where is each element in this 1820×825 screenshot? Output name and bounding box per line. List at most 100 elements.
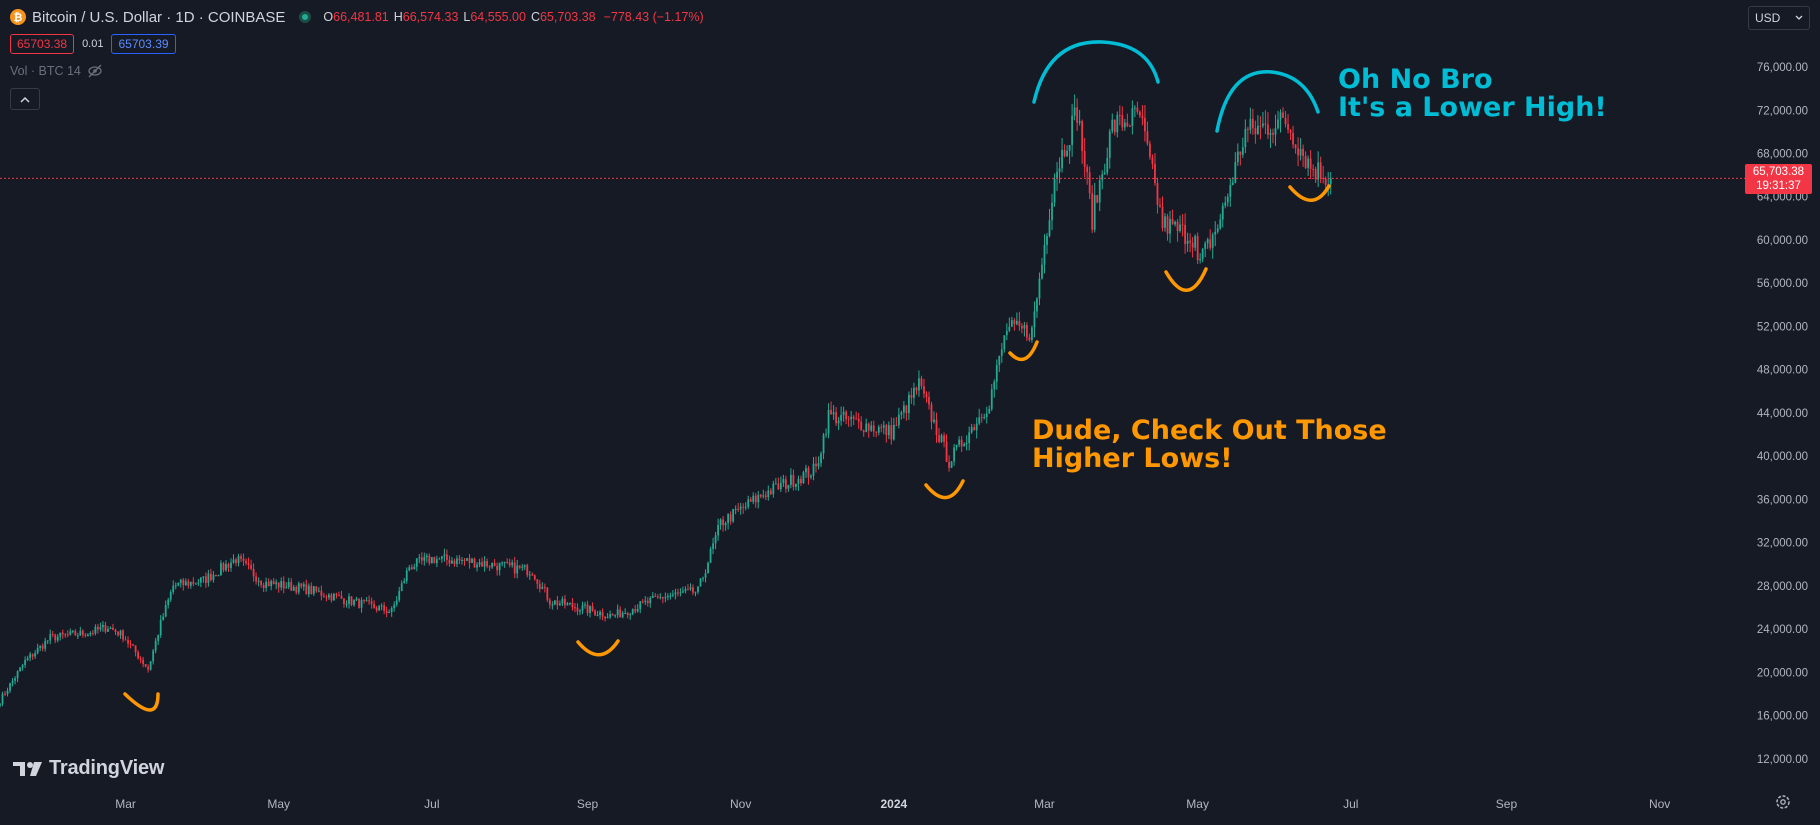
candle-body [69,631,72,635]
candle-body [1141,115,1144,118]
candle-body [272,581,275,585]
currency-button[interactable]: USD [1748,6,1810,30]
candle-body [1156,183,1159,205]
candle-body [498,562,501,571]
symbol-header[interactable]: ₿ Bitcoin / U.S. Dollar · 1D · COINBASE … [10,7,704,27]
candle-body [546,587,549,600]
candle-body [983,416,986,418]
candle-body [124,639,127,641]
candle-body [574,607,576,609]
candle-body [631,609,634,615]
candle-body [749,499,752,502]
candle-body [252,568,255,577]
candle-body [870,425,873,431]
candle-body [262,585,265,588]
candle-body [920,378,923,387]
candle-body [925,393,928,398]
gear-icon[interactable] [1774,793,1792,811]
bitcoin-icon: ₿ [10,9,26,25]
price-axis[interactable]: 12,000.00 16,000.00 20,000.00 24,000.00 28,0… [1745,0,1820,825]
candle-body [1221,205,1224,220]
candle-body [1219,219,1222,229]
candle-body [142,659,145,665]
candle-body [880,426,883,428]
candle-body [345,603,348,605]
candle-body [448,559,451,564]
candle-body [820,453,822,464]
time-tick-label: Mar [115,797,136,811]
candle-body [1269,132,1272,135]
sell-price-button[interactable]: 65703.38 [10,34,75,54]
candle-body [440,556,443,559]
higher-low-arc-2 [576,639,620,657]
candle-body [147,666,150,670]
candle-body [960,439,963,447]
candle-body [955,444,958,448]
bar-countdown: 19:31:37 [1756,180,1801,192]
candle-body [162,616,165,620]
collapse-legend-button[interactable] [10,88,40,110]
candle-body [76,635,79,637]
candle-body [114,629,117,632]
eye-hidden-icon[interactable] [87,64,103,78]
candle-body [905,405,908,414]
candle-body [353,599,355,605]
candle-body [1176,221,1179,231]
candle-body [6,690,9,695]
candle-body [86,634,89,637]
candle-body [456,558,458,565]
symbol-title[interactable]: Bitcoin / U.S. Dollar · 1D · COINBASE [32,8,286,26]
candle-body [1053,178,1056,203]
candle-body [1166,216,1169,234]
candle-body [330,594,333,601]
candle-body [1287,124,1289,130]
market-status-icon[interactable] [299,11,312,23]
candle-body [152,650,155,662]
candle-body [476,564,478,568]
candle-body [915,387,918,391]
candle-body [1241,147,1244,155]
candle-body [787,484,790,489]
candle-body [518,565,521,568]
candle-body [1086,166,1089,173]
candle-body [338,595,340,597]
higher-lows-text-line-1: Dude, Check Out Those [1032,415,1387,446]
open-value: O66,481.81 [323,10,389,24]
candle-body [172,585,175,593]
lower-high-text-line-2: It's a Lower High! [1338,92,1607,123]
higher-low-arc-4 [1008,340,1039,362]
candle-body [380,605,383,607]
candle-body [594,610,596,616]
candle-body [810,475,812,478]
candle-body [395,600,398,605]
candle-body [235,559,237,564]
candle-body [1267,124,1269,135]
volume-legend[interactable]: Vol · BTC 14 [10,64,103,78]
candle-body [634,609,637,612]
candle-body [446,554,448,560]
candle-body [1246,128,1249,130]
candle-body [548,599,551,605]
candle-body [1128,125,1131,127]
candle-body [553,600,556,605]
candle-body [297,583,300,593]
candle-body [408,567,411,571]
candle-body [1262,123,1264,126]
candle-body [1003,335,1006,350]
high-value: H66,574.33 [393,10,459,24]
candle-body [122,630,124,640]
time-axis[interactable]: Mar May Jul Sep Nov 2024 Mar May Jul Sep Nov [115,797,1670,811]
candle-body [528,574,531,576]
candle-body [1164,216,1166,228]
candle-body [137,652,139,659]
candle-body [503,561,506,563]
candle-body [536,579,539,584]
candle-body [245,560,247,564]
candle-body [91,632,94,634]
buy-price-button[interactable]: 65703.39 [111,34,176,54]
candle-body [712,543,714,549]
tradingview-logo[interactable]: TradingView [13,757,164,780]
close-value: C65,703.38 [530,10,596,24]
candle-body [84,634,87,637]
